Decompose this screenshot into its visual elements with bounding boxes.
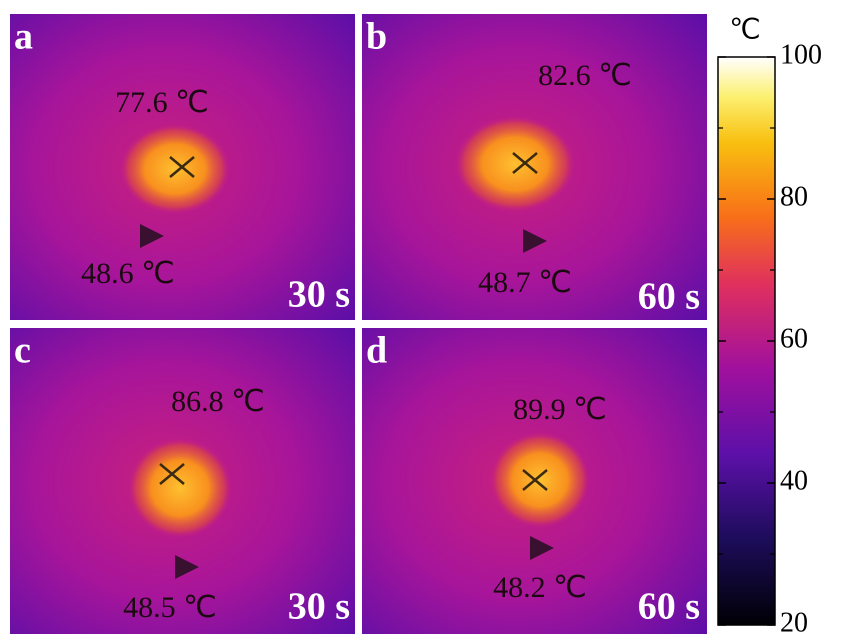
- hot-spot: [120, 124, 230, 214]
- min-temp: 48.5 ℃: [123, 591, 217, 624]
- time-label: 60 s: [638, 586, 700, 628]
- colorbar-tick-label: 80: [780, 181, 808, 212]
- colorbar-tick-label: 40: [780, 465, 808, 496]
- max-temp: 89.9 ℃: [513, 393, 607, 426]
- hot-spot: [128, 438, 232, 538]
- time-label: 60 s: [638, 276, 700, 318]
- thermal-panel: a 77.6 ℃ 48.6 ℃ 30 s: [10, 14, 355, 320]
- time-label: 30 s: [288, 586, 350, 628]
- panel-label: b: [366, 16, 387, 58]
- thermal-panel: c 86.8 ℃ 48.5 ℃ 30 s: [10, 328, 355, 634]
- max-temp: 86.8 ℃: [171, 385, 265, 418]
- hot-spot: [490, 432, 590, 528]
- hot-spot: [455, 116, 575, 212]
- colorbar-tick-label: 100: [780, 39, 822, 70]
- min-temp: 48.6 ℃: [81, 257, 175, 290]
- colorbar-tick-label: 20: [780, 607, 808, 638]
- thermal-panel: d 89.9 ℃ 48.2 ℃ 60 s: [362, 328, 707, 634]
- colorbar-tick-label: 60: [780, 323, 808, 354]
- colorbar: [718, 57, 775, 625]
- colorbar-unit: ℃: [729, 14, 760, 45]
- time-label: 30 s: [288, 274, 350, 316]
- figure: ℃ a 77.6 ℃ 48.6 ℃ 30 s b 82.6 ℃ 48.7 ℃ 60 s c 86.…: [0, 0, 845, 639]
- min-temp: 48.7 ℃: [478, 266, 572, 299]
- max-temp: 77.6 ℃: [115, 86, 209, 119]
- thermal-panel: b 82.6 ℃ 48.7 ℃ 60 s: [362, 14, 707, 320]
- panel-label: d: [366, 330, 387, 372]
- max-temp: 82.6 ℃: [538, 59, 632, 92]
- panel-label: c: [14, 330, 31, 372]
- panel-label: a: [14, 16, 33, 58]
- min-temp: 48.2 ℃: [493, 571, 587, 604]
